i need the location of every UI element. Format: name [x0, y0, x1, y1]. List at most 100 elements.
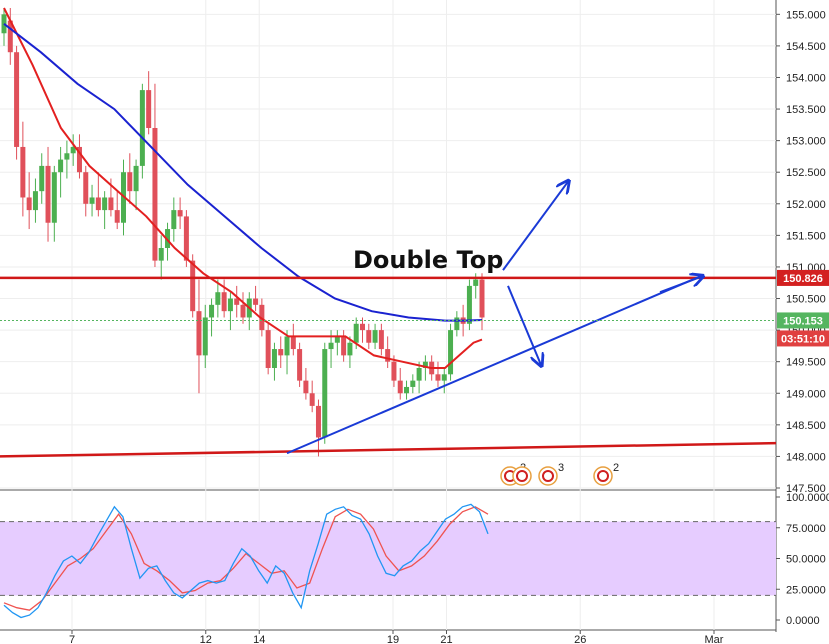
candle-body [416, 368, 422, 381]
candle-body [397, 380, 403, 394]
stoch-y-tick-label: 50.0000 [786, 554, 826, 566]
x-tick-label: 19 [387, 634, 399, 644]
candle-body [83, 172, 89, 204]
candle-body [366, 330, 372, 343]
x-tick-label: Mar [705, 634, 724, 644]
candle-body [32, 191, 38, 211]
event-ring [538, 466, 558, 486]
stoch-y-tick-label: 100.0000 [786, 492, 829, 504]
candle-body [14, 52, 20, 147]
last-price-tag: 150.153 [783, 315, 823, 327]
candle-body [385, 349, 391, 362]
y-tick-label: 153.500 [786, 104, 826, 116]
y-tick-label: 155.000 [786, 9, 826, 21]
candle-body [221, 292, 227, 312]
event-ring [593, 466, 613, 486]
candle-body [215, 292, 221, 305]
candle-body [7, 20, 13, 53]
y-tick-label: 154.000 [786, 72, 826, 84]
candle-body [303, 380, 309, 394]
candle-body [51, 172, 57, 223]
stochastic-axis: 100.0000 75.0000 50.0000 25.0000 0.0000 [776, 492, 829, 627]
uk-flag-icon: 2 [593, 462, 619, 486]
y-tick-label: 154.500 [786, 41, 826, 53]
candle-body [322, 349, 328, 438]
x-tick-label: 26 [574, 634, 586, 644]
candle-body [473, 279, 479, 286]
candle-body [108, 197, 114, 211]
candle-body [234, 298, 240, 305]
candle-body [284, 336, 290, 356]
candle-body [315, 405, 321, 438]
resistance-price-tag-bg [777, 269, 829, 286]
bearish-arrow [507, 285, 541, 365]
event-count: 3 [558, 462, 564, 474]
candle-body [139, 90, 145, 166]
trendline-arrow [659, 276, 702, 294]
resistance-price-tag: 150.826 [783, 273, 823, 285]
y-tick-label: 148.000 [786, 451, 826, 463]
candle-body [290, 336, 296, 350]
candle-body [70, 146, 76, 154]
annotations: Double Top232 [0, 182, 777, 486]
moving-average-fast [3, 7, 483, 369]
candle-body [328, 342, 334, 350]
candle-timer-tag-bg [777, 330, 829, 347]
candle-body [190, 260, 196, 312]
x-tick-label: 14 [253, 634, 265, 644]
candle-body [341, 336, 347, 356]
candle-body [209, 304, 215, 318]
candle-body [435, 374, 441, 381]
candle-body [64, 153, 70, 160]
support-line [0, 441, 777, 458]
candle-body [20, 146, 26, 198]
time-axis: 7 12 14 19 21 26 Mar [69, 630, 724, 644]
y-tick-label: 152.000 [786, 199, 826, 211]
economic-event-icon: 3 [538, 462, 564, 486]
candle-body [171, 210, 177, 230]
candle-body [133, 165, 139, 192]
candle-body [158, 248, 164, 261]
y-tick-label: 153.000 [786, 136, 826, 148]
stochastic-pane [0, 503, 776, 619]
stochastic-k-line [3, 503, 489, 619]
candle-body [1, 14, 7, 34]
candle-body [454, 317, 460, 331]
price-pane [1, 7, 485, 457]
candle-body [391, 361, 397, 381]
annotation-title: Double Top [353, 246, 503, 274]
stoch-y-tick-label: 0.0000 [786, 615, 820, 627]
candle-body [240, 304, 246, 318]
x-tick-label: 7 [69, 634, 75, 644]
event-count: 2 [613, 462, 619, 474]
candle-body [95, 197, 101, 211]
candle-body [102, 197, 108, 211]
last-price-tag-bg [777, 312, 829, 329]
stoch-y-tick-label: 75.0000 [786, 523, 826, 535]
candle-body [378, 330, 384, 350]
candle-body [278, 349, 284, 356]
candle-body [259, 304, 265, 331]
candle-body [114, 210, 120, 223]
candle-body [127, 172, 133, 192]
stoch-y-tick-label: 25.0000 [786, 584, 826, 596]
candle-body [76, 146, 82, 173]
stochastic-d-line [3, 506, 489, 611]
candle-body [26, 197, 32, 211]
x-tick-label: 21 [440, 634, 452, 644]
candle-body [177, 210, 183, 217]
candle-body [372, 330, 378, 343]
candle-body [152, 128, 158, 261]
event-core [542, 470, 554, 482]
candle-body [360, 323, 365, 331]
y-tick-label: 149.500 [786, 357, 826, 369]
candle-body [39, 165, 45, 192]
y-tick-label: 148.500 [786, 420, 826, 432]
candle-body [265, 330, 271, 368]
y-tick-label: 149.000 [786, 388, 826, 400]
candle-body [479, 279, 485, 318]
candle-body [441, 374, 447, 381]
y-tick-label: 152.500 [786, 167, 826, 179]
candle-body [45, 165, 51, 223]
